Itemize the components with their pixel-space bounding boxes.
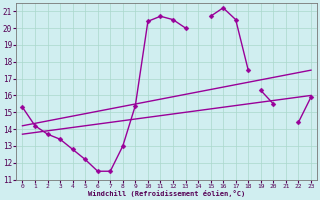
X-axis label: Windchill (Refroidissement éolien,°C): Windchill (Refroidissement éolien,°C) bbox=[88, 190, 245, 197]
